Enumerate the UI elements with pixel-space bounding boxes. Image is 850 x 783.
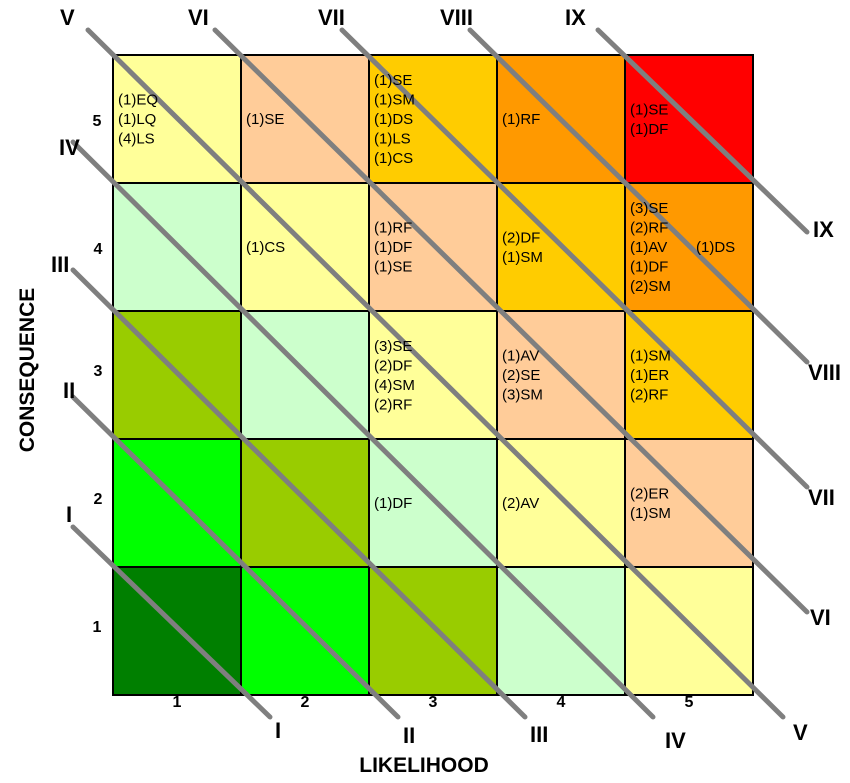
band-line-viii xyxy=(467,27,810,365)
band-label-end-v: V xyxy=(793,720,808,745)
cell-entry: (2)DF xyxy=(502,229,540,246)
band-label-end-i: I xyxy=(275,718,281,743)
band-label-end-iii: III xyxy=(530,722,548,747)
cell-entry: (3)SE xyxy=(630,200,668,217)
cell-entry: (1)LS xyxy=(374,131,411,148)
band-label-start-i: I xyxy=(66,502,72,527)
cell-entry: (1)LQ xyxy=(118,111,156,128)
cell-entry: (1)SE xyxy=(630,101,668,118)
cell-text-layer: (1)DF (2)AV (2)ER (1)SM (3)SE (2)DF (4)SM (2)RF… xyxy=(118,72,735,522)
cell-entry: (3)SE xyxy=(374,338,412,355)
band-label-end-vii: VII xyxy=(808,485,835,510)
cell-entry: (2)RF xyxy=(374,396,412,413)
band-label-start-ix: IX xyxy=(565,5,586,30)
band-label-start-iv: IV xyxy=(59,135,80,160)
band-label-end-vi: VI xyxy=(810,605,831,630)
y-tick-label: 4 xyxy=(94,241,103,258)
cell-entry: (1)DS xyxy=(696,239,735,256)
cell-entry: (1)DF xyxy=(630,121,668,138)
band-label-start-viii: VIII xyxy=(440,5,473,30)
cell-L4-C1 xyxy=(496,566,626,696)
band-line-iv xyxy=(70,139,656,720)
band-label-start-vii: VII xyxy=(318,5,345,30)
band-label-start-ii: II xyxy=(63,378,75,403)
cell-entry: (2)RF xyxy=(630,220,668,237)
cell-entry: (2)SE xyxy=(502,367,540,384)
band-lines-layer xyxy=(70,27,810,720)
cell-entry: (2)RF xyxy=(630,387,668,404)
cell-entry: (1)RF xyxy=(374,220,412,237)
cell-entry: (2)AV xyxy=(502,495,539,512)
cell-entry: (1)SE xyxy=(374,259,412,276)
cell-entry: (2)SM xyxy=(630,278,671,295)
cell-entry: (1)DF xyxy=(630,259,668,276)
cell-entry: (3)SM xyxy=(502,387,543,404)
cell-L5-C2 xyxy=(624,438,754,568)
cell-L2-C1 xyxy=(240,566,370,696)
cell-L5-C1 xyxy=(624,566,754,696)
y-tick-label: 3 xyxy=(94,363,103,380)
labels-layer: IIIIIIIIIIIIIVIVVVVIVIVIIVIIVIIIVIIIIXIX… xyxy=(16,5,841,777)
y-tick-label: 5 xyxy=(93,113,102,130)
band-line-ii xyxy=(70,394,401,720)
band-label-start-vi: VI xyxy=(188,5,209,30)
band-line-v xyxy=(85,27,786,720)
cell-entry: (1)AV xyxy=(502,348,539,365)
cell-entry: (1)CS xyxy=(246,239,285,256)
cell-entry: (1)EQ xyxy=(118,92,158,109)
cell-entry: (1)ER xyxy=(630,367,669,384)
cell-entry: (4)SM xyxy=(374,377,415,394)
band-line-i xyxy=(70,524,273,720)
x-tick-label: 2 xyxy=(301,694,310,711)
cell-entry: (1)SM xyxy=(630,505,671,522)
band-label-end-ii: II xyxy=(403,723,415,748)
cell-entry: (1)SM xyxy=(630,348,671,365)
band-label-start-v: V xyxy=(60,5,75,30)
cell-entry: (1)SM xyxy=(502,249,543,266)
band-label-end-ix: IX xyxy=(813,217,834,242)
cell-L4-C2 xyxy=(496,438,626,568)
x-tick-label: 5 xyxy=(685,694,694,711)
cell-L3-C2 xyxy=(368,438,498,568)
cell-entry: (4)LS xyxy=(118,131,155,148)
x-tick-label: 1 xyxy=(173,694,182,711)
cell-L3-C1 xyxy=(368,566,498,696)
cell-entry: (1)DF xyxy=(374,239,412,256)
cell-entry: (2)DF xyxy=(374,357,412,374)
cell-entry: (1)SM xyxy=(374,92,415,109)
band-label-end-viii: VIII xyxy=(808,360,841,385)
band-line-iii xyxy=(70,267,528,720)
cell-entry: (1)DS xyxy=(374,111,413,128)
x-tick-label: 4 xyxy=(557,694,566,711)
y-axis-title: CONSEQUENCE xyxy=(16,288,39,453)
band-line-vi xyxy=(212,27,810,615)
cell-entry: (1)SE xyxy=(374,72,412,89)
cell-entry: (1)SE xyxy=(246,111,284,128)
cell-entry: (1)AV xyxy=(630,239,667,256)
cell-entry: (2)ER xyxy=(630,485,669,502)
x-tick-label: 3 xyxy=(429,694,438,711)
band-label-start-iii: III xyxy=(51,252,69,277)
cell-entry: (1)DF xyxy=(374,495,412,512)
y-tick-label: 1 xyxy=(93,619,102,636)
cell-entry: (1)CS xyxy=(374,150,413,167)
cell-entry: (1)RF xyxy=(502,111,540,128)
band-label-end-iv: IV xyxy=(665,728,686,753)
band-line-vii xyxy=(339,27,810,490)
x-axis-title: LIKELIHOOD xyxy=(359,754,489,777)
band-line-ix xyxy=(595,27,810,235)
y-tick-label: 2 xyxy=(94,491,103,508)
